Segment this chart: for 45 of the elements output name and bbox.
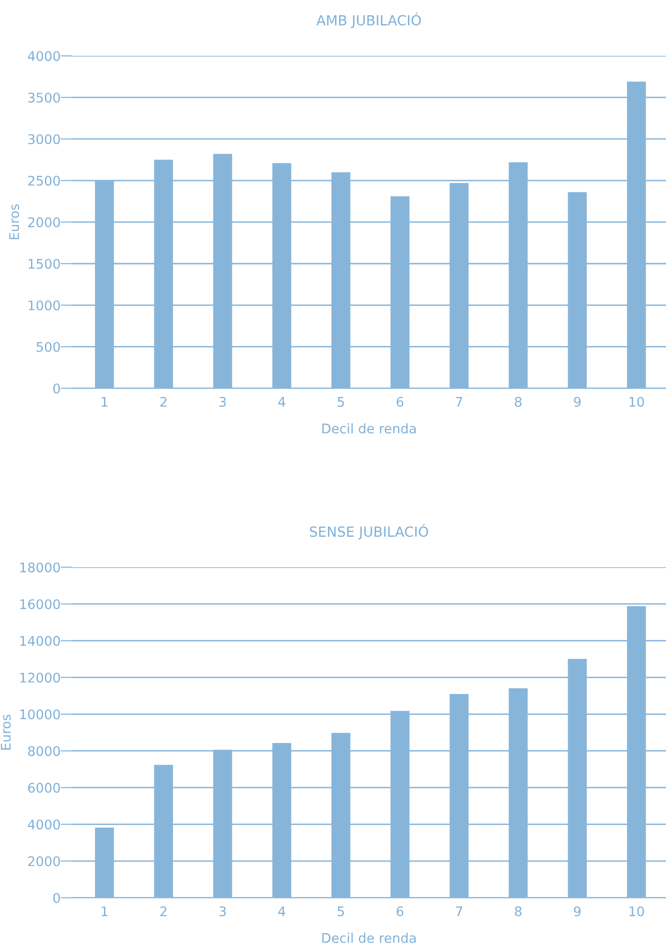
x-tick-label: 9 — [574, 396, 581, 407]
x-tick-label: 1 — [102, 397, 108, 407]
y-tick-label: 6000 — [28, 782, 60, 793]
x-tick-label: 9 — [574, 906, 581, 916]
x-tick-label: 6 — [396, 906, 404, 916]
y-tick-label: 500 — [36, 342, 60, 352]
x-tick-label: 2 — [160, 906, 166, 916]
y-tick-label: 2000 — [28, 217, 60, 228]
x-tick-label: 8 — [514, 906, 522, 916]
y-tick-label: 3000 — [28, 134, 60, 144]
x-axis-title: Decil de renda — [322, 932, 416, 943]
y-tick-label: 12000 — [20, 672, 60, 683]
x-tick-label: 7 — [456, 906, 462, 916]
y-tick-label: 14000 — [20, 636, 60, 646]
y-axis-title: Euros — [9, 204, 20, 240]
y-tick-label: 0 — [53, 383, 60, 394]
x-axis-title: Decil de renda — [322, 423, 416, 434]
y-tick-label: 4000 — [28, 51, 60, 62]
y-tick-label: 10000 — [20, 709, 60, 720]
x-tick-label: 10 — [630, 906, 644, 916]
x-tick-label: 1 — [102, 906, 108, 916]
x-tick-label: 2 — [160, 396, 166, 407]
y-tick-label: 1000 — [28, 300, 60, 310]
y-tick-label: 3500 — [28, 92, 60, 103]
x-tick-label: 4 — [278, 397, 286, 407]
x-tick-label: 10 — [630, 396, 644, 407]
x-tick-label: 5 — [338, 906, 344, 916]
chart-title: AMB JUBILACIÓ — [316, 12, 421, 28]
x-tick-label: 3 — [219, 396, 226, 407]
y-tick-label: 18000 — [20, 562, 60, 572]
x-tick-label: 5 — [338, 397, 344, 407]
y-tick-label: 4000 — [28, 820, 60, 830]
y-tick-label: 0 — [53, 892, 60, 903]
x-tick-label: 4 — [278, 906, 286, 916]
y-tick-label: 1500 — [28, 258, 60, 269]
y-axis-title: Euros — [0, 714, 11, 750]
y-tick-label: 8000 — [28, 746, 60, 756]
chart-title: SENSE JUBILACIÓ — [310, 524, 428, 540]
x-tick-label: 3 — [219, 906, 226, 916]
x-tick-label: 8 — [514, 396, 522, 407]
x-tick-label: 7 — [456, 397, 462, 407]
y-tick-label: 2500 — [28, 176, 60, 186]
y-tick-label: 2000 — [28, 856, 60, 866]
y-tick-label: 16000 — [20, 599, 60, 610]
x-tick-label: 6 — [396, 396, 404, 407]
